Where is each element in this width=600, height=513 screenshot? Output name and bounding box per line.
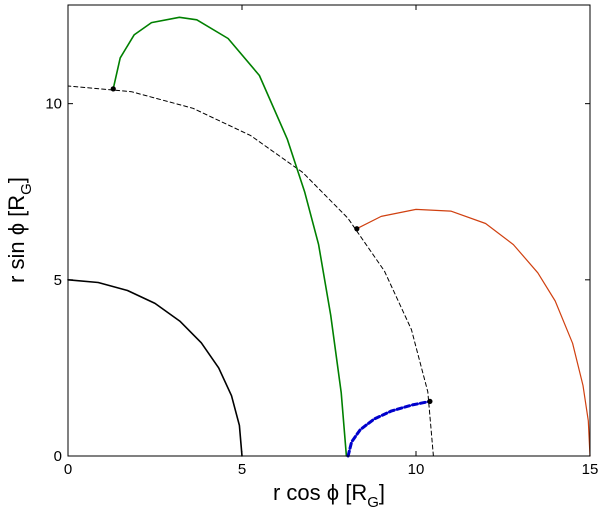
y-tick-label: 0 [54, 448, 62, 465]
series-line-2 [112, 16, 348, 457]
series-line-1 [67, 85, 434, 457]
plot-frame [67, 4, 591, 457]
axis-ticks: 0 5 10 15 0 5 10 [45, 5, 598, 478]
x-tick-label: 15 [582, 461, 599, 478]
point-marker-1 [354, 226, 360, 232]
y-tick-label: 5 [54, 272, 62, 289]
y-axis-title: r sin ϕ [RG] [4, 177, 35, 283]
series-line-0 [67, 278, 243, 457]
x-tick-label: 5 [238, 461, 246, 478]
x-tick-label: 10 [408, 461, 425, 478]
plot-area [67, 16, 591, 458]
y-tick-label: 10 [45, 96, 62, 113]
point-marker-0 [110, 86, 116, 92]
x-axis-title: r cos ϕ [RG] [273, 480, 385, 511]
series-line-4 [356, 208, 591, 457]
series-line-3 [346, 399, 432, 458]
point-marker-2 [427, 398, 433, 404]
x-tick-label: 0 [64, 461, 72, 478]
